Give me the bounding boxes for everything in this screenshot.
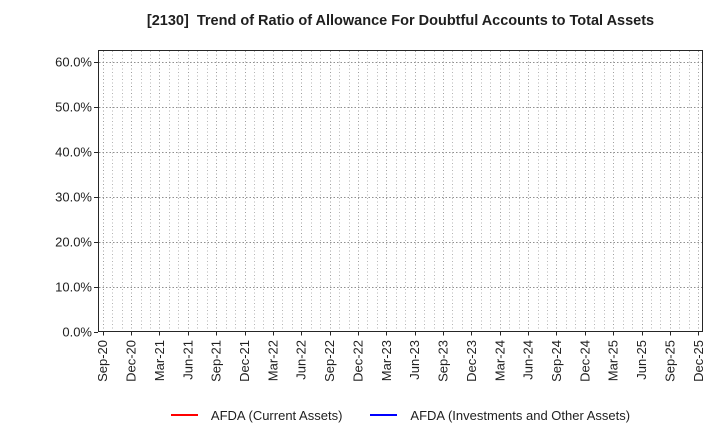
x-tick-label: Mar-21 bbox=[152, 340, 167, 381]
legend-label-afda-current-assets: AFDA (Current Assets) bbox=[210, 407, 343, 423]
x-tick-label: Dec-20 bbox=[124, 340, 139, 382]
x-tick-label: Mar-23 bbox=[379, 340, 394, 381]
x-tick-label: Mar-25 bbox=[606, 340, 621, 381]
x-tick-label: Jun-25 bbox=[634, 340, 649, 380]
y-tick-label: 60.0% bbox=[55, 55, 92, 70]
x-tick-label: Jun-24 bbox=[521, 340, 536, 380]
y-tick-label: 20.0% bbox=[55, 235, 92, 250]
x-tick-label: Sep-24 bbox=[549, 340, 564, 382]
x-tick-label: Dec-23 bbox=[464, 340, 479, 382]
x-tick-label: Sep-25 bbox=[662, 340, 677, 382]
y-tick-label: 10.0% bbox=[55, 280, 92, 295]
chart-legend: AFDA (Current Assets) AFDA (Investments … bbox=[98, 403, 703, 427]
y-tick-label: 40.0% bbox=[55, 145, 92, 160]
x-tick-label: Sep-20 bbox=[95, 340, 110, 382]
x-tick-label: Jun-22 bbox=[294, 340, 309, 380]
x-tick-label: Jun-23 bbox=[407, 340, 422, 380]
legend-label-afda-investments: AFDA (Investments and Other Assets) bbox=[410, 407, 631, 423]
x-tick-label: Dec-22 bbox=[350, 340, 365, 382]
legend-item-afda-investments: AFDA (Investments and Other Assets) bbox=[370, 408, 630, 423]
plot-border bbox=[97, 49, 704, 333]
x-tick-label: Jun-21 bbox=[180, 340, 195, 380]
x-tick-label: Mar-24 bbox=[492, 340, 507, 381]
red-line-swatch bbox=[170, 413, 198, 417]
y-tick-label: 50.0% bbox=[55, 100, 92, 115]
x-tick-label: Sep-22 bbox=[322, 340, 337, 382]
y-tick-label: 0.0% bbox=[62, 325, 92, 340]
legend-item-afda-current-assets: AFDA (Current Assets) bbox=[170, 407, 343, 423]
chart-title: [2130] Trend of Ratio of Allowance For D… bbox=[146, 13, 655, 29]
blue-line-swatch bbox=[370, 413, 398, 417]
y-tick-label: 30.0% bbox=[55, 190, 92, 205]
x-tick-label: Dec-25 bbox=[691, 340, 706, 382]
x-tick-label: Mar-22 bbox=[265, 340, 280, 381]
x-tick-label: Sep-21 bbox=[209, 340, 224, 382]
x-tick-label: Sep-23 bbox=[436, 340, 451, 382]
x-tick-label: Dec-24 bbox=[577, 340, 592, 382]
x-tick-label: Dec-21 bbox=[237, 340, 252, 382]
